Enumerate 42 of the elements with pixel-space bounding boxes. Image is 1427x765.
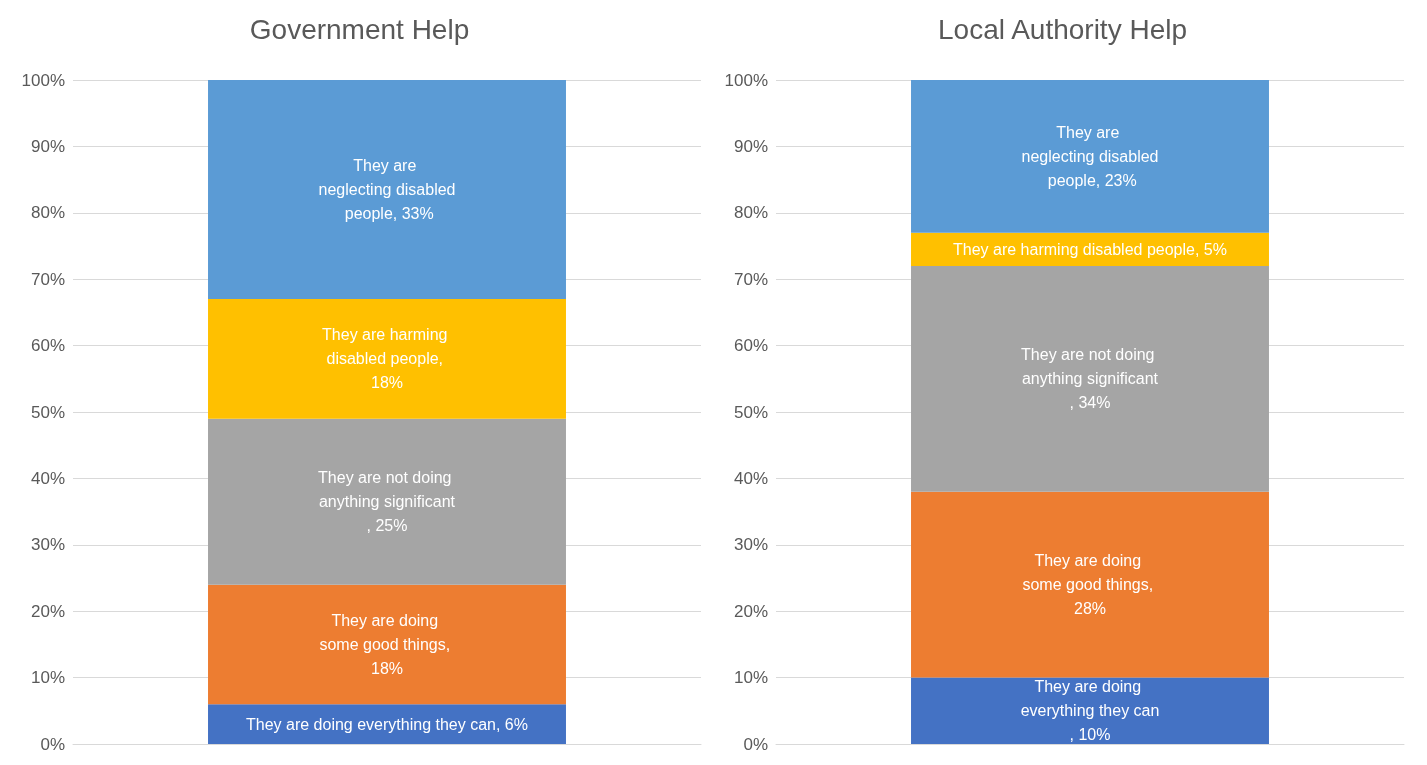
y-tick-label: 80% — [733, 203, 768, 223]
bar — [911, 80, 1269, 233]
y-tick-label: 0% — [743, 734, 768, 754]
y-tick-label: 60% — [733, 336, 768, 356]
data-label: They are neglecting disabled people, 23% — [1021, 123, 1159, 189]
y-tick-label: 50% — [30, 402, 65, 422]
y-tick-label: 40% — [733, 468, 768, 488]
y-tick-label: 70% — [733, 269, 768, 289]
y-tick-label: 90% — [733, 136, 768, 156]
bar — [208, 299, 566, 419]
bar — [911, 491, 1269, 678]
data-label: They are doing some good things, 28% — [1022, 552, 1158, 618]
chart-title: Local Authority Help — [937, 13, 1188, 45]
data-label: They are harming disabled people, 18% — [322, 326, 452, 392]
y-tick-label: 100% — [21, 70, 65, 90]
bar — [208, 80, 566, 300]
y-tick-label: 50% — [733, 402, 768, 422]
y-tick-label: 60% — [30, 336, 65, 356]
y-tick-label: 10% — [733, 668, 768, 688]
data-label: They are harming disabled people, 5% — [953, 240, 1227, 258]
y-tick-label: 100% — [724, 70, 768, 90]
bar — [911, 677, 1269, 744]
y-tick-label: 80% — [30, 203, 65, 223]
y-tick-label: 40% — [30, 468, 65, 488]
y-tick-label: 70% — [30, 269, 65, 289]
y-tick-label: 20% — [733, 601, 768, 621]
data-label: They are doing everything they can, 10% — [1020, 678, 1160, 744]
y-tick-label: 30% — [733, 535, 768, 555]
bar — [208, 584, 566, 705]
data-label: They are not doing anything significant, 25% — [318, 469, 456, 535]
data-label: They are not doing anything significant, 34% — [1021, 346, 1159, 412]
data-label: They are doing everything they can, 6% — [246, 715, 528, 733]
y-tick-label: 20% — [30, 601, 65, 621]
y-tick-label: 10% — [30, 668, 65, 688]
y-tick-label: 30% — [30, 535, 65, 555]
chart-title: Government Help — [249, 13, 470, 45]
data-label: They are doing some good things, 18% — [319, 611, 455, 677]
data-label: They are neglecting disabled people, 33% — [318, 157, 456, 223]
bar — [208, 418, 566, 585]
bar — [911, 265, 1269, 492]
y-tick-label: 90% — [30, 136, 65, 156]
y-tick-label: 0% — [40, 734, 65, 754]
